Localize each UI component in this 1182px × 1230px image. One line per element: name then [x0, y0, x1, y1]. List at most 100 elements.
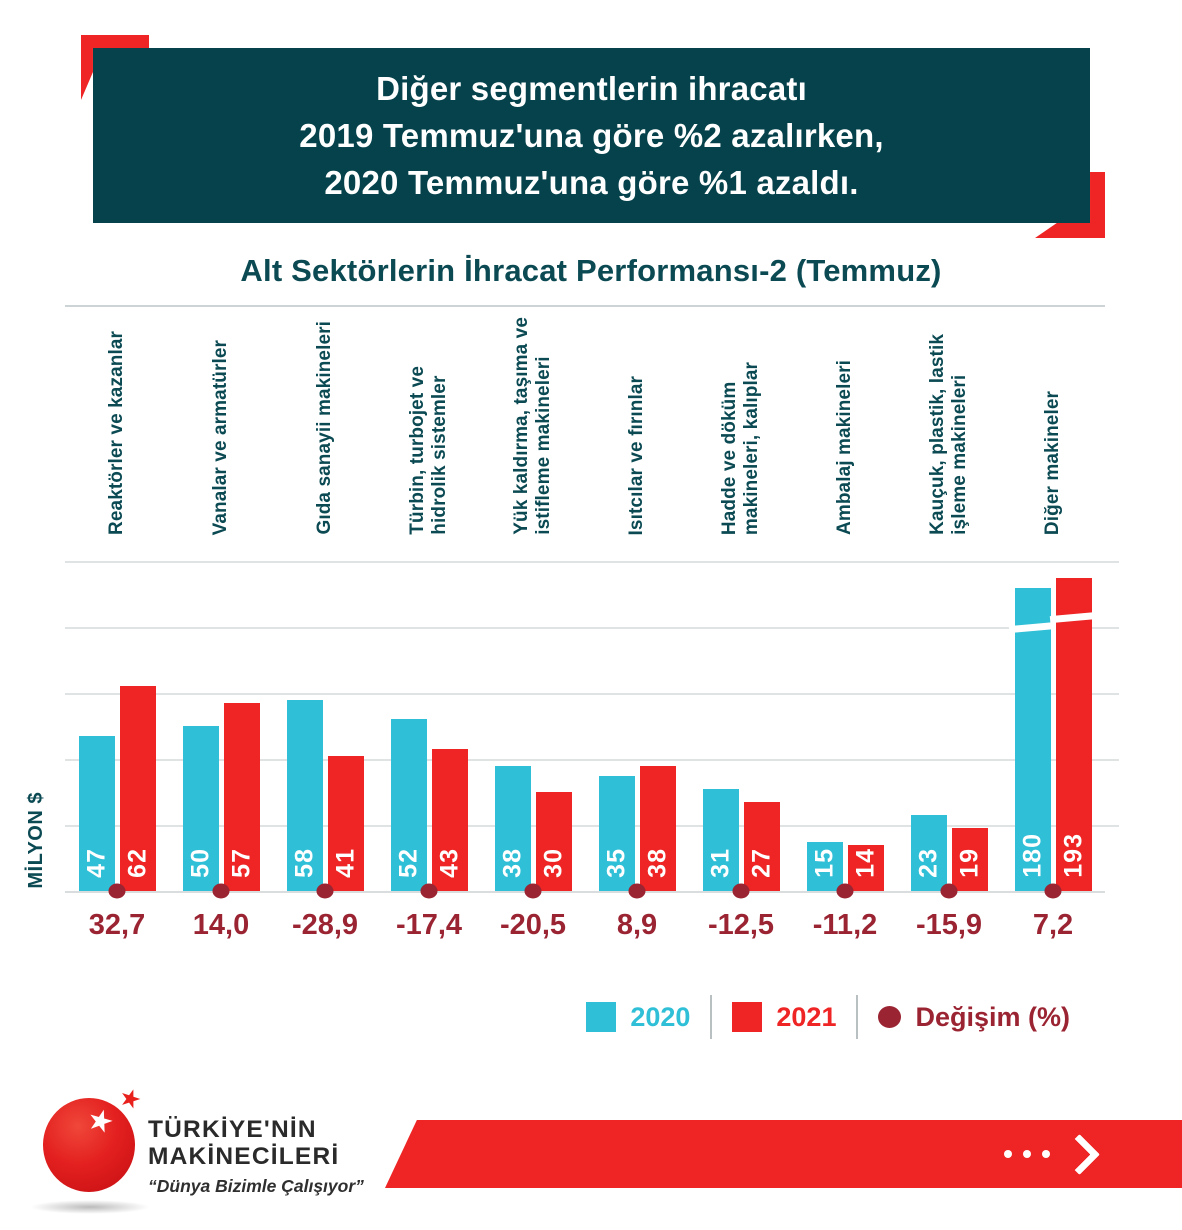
- legend-divider: [710, 995, 713, 1039]
- axis-break: [1008, 621, 1057, 634]
- category-label: Türbin, turbojet ve hidrolik sistemler: [407, 366, 450, 535]
- category-label: Yük kaldırma, taşıma ve istifleme makine…: [511, 317, 554, 535]
- change-dot: [836, 883, 854, 899]
- change-dot: [420, 883, 438, 899]
- change-dot: [108, 883, 126, 899]
- bar-group: 52 43: [377, 561, 481, 899]
- bar-value: 15: [810, 848, 838, 878]
- bar-2020: 38: [494, 765, 531, 891]
- bar-2021: 38: [639, 765, 676, 891]
- change-value: -20,5: [499, 909, 567, 941]
- category-label: Isıtcılar ve fırınlar: [626, 375, 648, 535]
- next-arrow-button[interactable]: [1004, 1120, 1101, 1188]
- bar-2020: 31: [702, 788, 739, 891]
- bar-value: 14: [851, 848, 879, 878]
- legend-divider: [856, 995, 859, 1039]
- legend: 2020 2021 Değişim (%): [0, 995, 1182, 1039]
- bar-value: 50: [186, 848, 214, 878]
- title-divider: [65, 305, 1105, 307]
- bar-2021: 193: [1049, 577, 1098, 891]
- brand-name-line-1: TÜRKİYE'NİN: [148, 1116, 317, 1143]
- change-dot: [732, 883, 750, 899]
- bar-value: 19: [955, 848, 983, 878]
- bar-value: 23: [914, 848, 942, 878]
- bar-value: 27: [747, 848, 775, 878]
- footer-ribbon: [385, 1120, 1182, 1188]
- banner-box: Diğer segmentlerin ihracatı 2019 Temmuz'…: [93, 48, 1090, 223]
- brand-tagline: “Dünya Bizimle Çalışıyor”: [148, 1176, 364, 1196]
- category-label: Diğer makineler: [1042, 390, 1064, 535]
- banner-text-line-3: 2020 Temmuz'una göre %1 azaldı.: [324, 164, 859, 201]
- bar-group: 180 193: [1001, 561, 1105, 899]
- change-value: 7,2: [1032, 909, 1074, 941]
- category-cell: Yük kaldırma, taşıma ve istifleme makine…: [481, 317, 585, 535]
- legend-swatch-2021: [732, 1002, 763, 1032]
- bar-2021: 62: [119, 686, 156, 891]
- category-cell: Türbin, turbojet ve hidrolik sistemler: [377, 317, 481, 535]
- bar-2021: 57: [223, 702, 260, 891]
- y-axis-label: MİLYON $: [25, 792, 47, 889]
- category-label: Reaktörler ve kazanlar: [106, 331, 128, 535]
- category-cell: Reaktörler ve kazanlar: [65, 317, 169, 535]
- category-labels-row: Reaktörler ve kazanlar Vanalar ve armatür…: [65, 317, 1105, 535]
- bar-group: 15 14: [793, 561, 897, 899]
- category-cell: Isıtcılar ve fırınlar: [585, 317, 689, 535]
- bar-group: 50 57: [169, 561, 273, 899]
- bar-value: 47: [82, 848, 110, 878]
- bar-2020: 35: [598, 775, 635, 891]
- gridline: [65, 693, 1119, 695]
- change-value: -15,9: [915, 909, 983, 941]
- bar-value: 57: [227, 848, 255, 878]
- legend-item-2021: 2021: [732, 1002, 836, 1033]
- bar-group: 47 62: [65, 561, 169, 899]
- bar-value: 52: [394, 848, 422, 878]
- change-dot: [316, 883, 334, 899]
- category-label: Gıda sanayii makineleri: [314, 321, 336, 535]
- bar-value: 180: [1018, 833, 1046, 878]
- category-label: Kauçuk, plastik, lastik işleme makineler…: [927, 334, 970, 535]
- bar-value: 38: [643, 848, 671, 878]
- category-label: Hadde ve döküm makineleri, kalıplar: [719, 361, 762, 535]
- bar-value: 193: [1059, 833, 1087, 878]
- bar-2020: 23: [910, 815, 947, 891]
- banner: Diğer segmentlerin ihracatı 2019 Temmuz'…: [81, 35, 1105, 238]
- bar-value: 31: [706, 848, 734, 878]
- star-icon: ★: [82, 1101, 118, 1142]
- category-cell: Hadde ve döküm makineleri, kalıplar: [689, 317, 793, 535]
- bar-group: 23 19: [897, 561, 1001, 899]
- category-cell: Vanalar ve armatürler: [169, 317, 273, 535]
- chart-title: Alt Sektörlerin İhracat Performansı-2 (T…: [240, 253, 942, 288]
- change-value: -28,9: [291, 909, 359, 941]
- category-cell: Kauçuk, plastik, lastik işleme makineler…: [897, 317, 1001, 535]
- bar-value: 62: [123, 848, 151, 878]
- gridline: [65, 825, 1119, 827]
- change-dot: [524, 883, 542, 899]
- brand-name-line-2: MAKİNECİLERİ: [148, 1143, 340, 1170]
- bar-2020: 52: [390, 719, 427, 891]
- bar-2020: 47: [78, 735, 115, 891]
- category-cell: Gıda sanayii makineleri: [273, 317, 377, 535]
- bar-2020: 15: [806, 841, 843, 891]
- footer: ★ ★ TÜRKİYE'NİN MAKİNECİLERİ “Dünya Bizi…: [0, 1082, 1182, 1230]
- brand-text: TÜRKİYE'NİN MAKİNECİLERİ “Dünya Bizimle …: [148, 1116, 364, 1197]
- legend-item-2020: 2020: [586, 1002, 690, 1033]
- legend-item-change: Değişim (%): [878, 1002, 1070, 1033]
- legend-label-change: Değişim (%): [915, 1001, 1070, 1032]
- change-value: -12,5: [707, 909, 775, 941]
- bar-2021: 43: [431, 749, 468, 891]
- infographic-page: Diğer segmentlerin ihracatı 2019 Temmuz'…: [0, 35, 1182, 1214]
- legend-swatch-2020: [586, 1002, 617, 1032]
- change-dot: [1044, 883, 1062, 899]
- bar-2021: 19: [951, 828, 988, 891]
- change-value: -11,2: [812, 909, 878, 941]
- category-label: Ambalaj makineleri: [834, 360, 856, 535]
- gridline: [65, 561, 1119, 563]
- change-value: 8,9: [616, 909, 658, 941]
- bar-2021: 14: [847, 844, 884, 891]
- plot-area: MİLYON $ 47 62 50 57 58 41 52 43 38 30 35 38 31 27 15 1…: [25, 561, 1119, 899]
- bar-group: 38 30: [481, 561, 585, 899]
- bar-value: 41: [331, 848, 359, 878]
- dot-icon: [1023, 1150, 1031, 1158]
- bar-group: 31 27: [689, 561, 793, 899]
- bar-2020: 180: [1008, 588, 1057, 891]
